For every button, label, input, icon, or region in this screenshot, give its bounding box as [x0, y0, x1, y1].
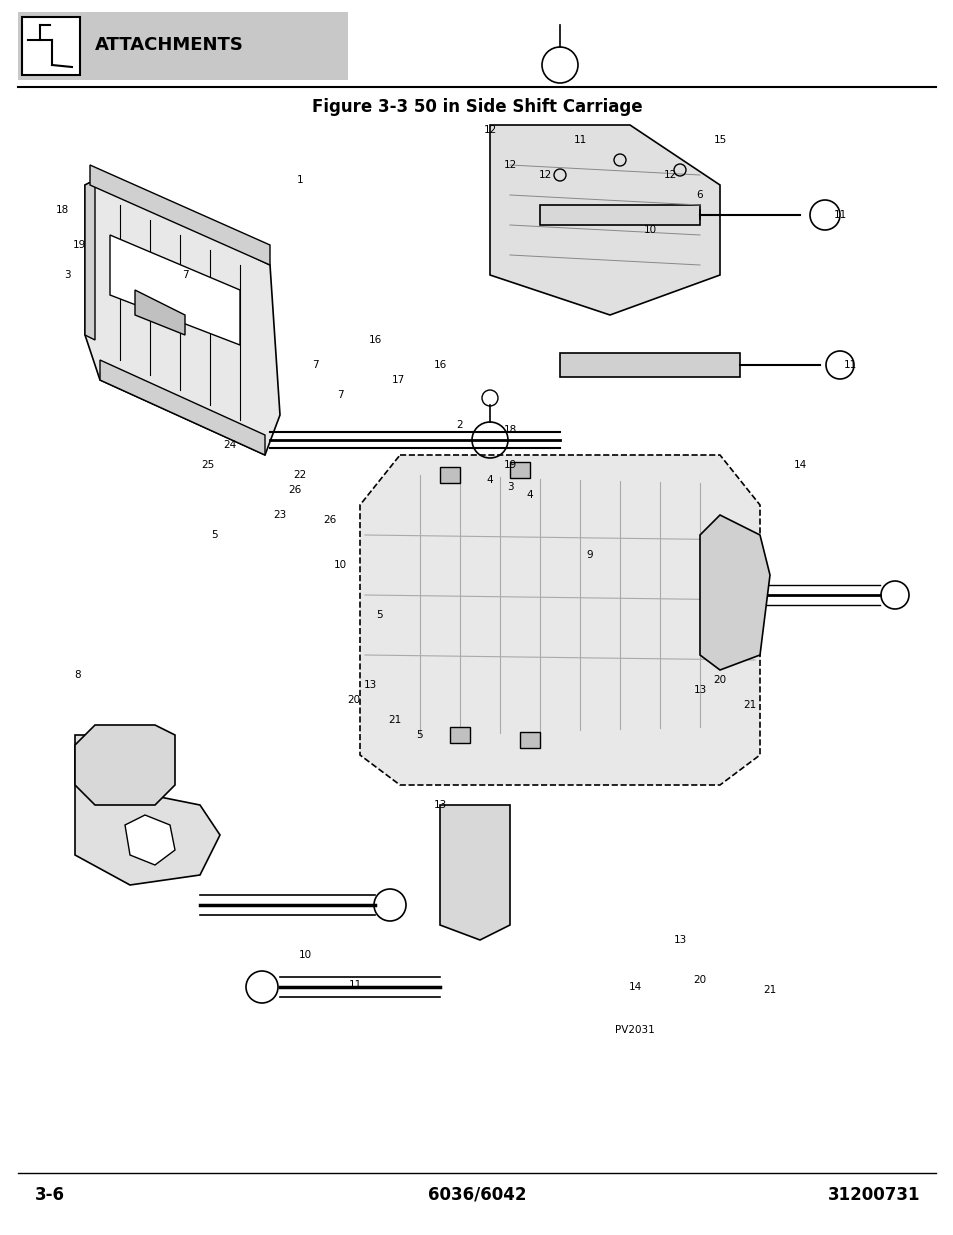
- Text: 12: 12: [503, 161, 517, 170]
- Text: 10: 10: [642, 225, 656, 235]
- Text: 13: 13: [673, 935, 686, 945]
- Polygon shape: [125, 815, 174, 864]
- Text: 5: 5: [376, 610, 383, 620]
- Text: 20: 20: [693, 974, 706, 986]
- Text: 17: 17: [391, 375, 404, 385]
- FancyBboxPatch shape: [18, 12, 348, 80]
- Polygon shape: [75, 725, 174, 805]
- Text: 8: 8: [74, 671, 81, 680]
- Text: 24: 24: [223, 440, 236, 450]
- Bar: [510, 462, 530, 478]
- Text: 2: 2: [456, 420, 463, 430]
- Text: 18: 18: [55, 205, 69, 215]
- Polygon shape: [135, 290, 185, 335]
- Bar: [439, 467, 459, 483]
- Text: 19: 19: [503, 459, 517, 471]
- Text: ATTACHMENTS: ATTACHMENTS: [95, 36, 244, 54]
- Polygon shape: [110, 235, 240, 345]
- Text: 11: 11: [842, 359, 856, 370]
- Bar: [450, 727, 470, 743]
- Text: 7: 7: [181, 270, 188, 280]
- Text: 20: 20: [347, 695, 360, 705]
- Polygon shape: [85, 180, 280, 454]
- Text: 3: 3: [64, 270, 71, 280]
- Text: 12: 12: [662, 170, 676, 180]
- Bar: [22, 17, 80, 75]
- Text: 14: 14: [793, 459, 806, 471]
- Text: 13: 13: [363, 680, 376, 690]
- Text: 7: 7: [336, 390, 343, 400]
- Text: 6: 6: [696, 190, 702, 200]
- Text: 21: 21: [742, 700, 756, 710]
- Text: 5: 5: [416, 730, 423, 740]
- Text: 19: 19: [72, 240, 86, 249]
- Text: 21: 21: [388, 715, 401, 725]
- Polygon shape: [439, 805, 510, 940]
- Text: 3-6: 3-6: [35, 1186, 65, 1204]
- Text: 10: 10: [334, 559, 346, 571]
- Text: 11: 11: [348, 981, 361, 990]
- Text: 16: 16: [433, 359, 446, 370]
- Text: PV2031: PV2031: [615, 1025, 654, 1035]
- Text: Figure 3-3 50 in Side Shift Carriage: Figure 3-3 50 in Side Shift Carriage: [312, 98, 641, 116]
- Text: 31200731: 31200731: [826, 1186, 919, 1204]
- Text: 20: 20: [713, 676, 726, 685]
- Text: 4: 4: [486, 475, 493, 485]
- Polygon shape: [100, 359, 265, 454]
- Text: 13: 13: [433, 800, 446, 810]
- Text: 25: 25: [201, 459, 214, 471]
- Text: 26: 26: [288, 485, 301, 495]
- Text: 9: 9: [586, 550, 593, 559]
- Text: 12: 12: [483, 125, 497, 135]
- Text: 3: 3: [506, 482, 513, 492]
- Text: 15: 15: [713, 135, 726, 144]
- Text: 1: 1: [296, 175, 303, 185]
- Polygon shape: [539, 205, 700, 225]
- Text: 13: 13: [693, 685, 706, 695]
- Polygon shape: [75, 735, 220, 885]
- Text: 6036/6042: 6036/6042: [427, 1186, 526, 1204]
- Text: 16: 16: [368, 335, 381, 345]
- Text: 22: 22: [294, 471, 306, 480]
- Text: 5: 5: [212, 530, 218, 540]
- Text: 26: 26: [323, 515, 336, 525]
- Text: 12: 12: [537, 170, 551, 180]
- Polygon shape: [85, 180, 95, 340]
- Text: 18: 18: [503, 425, 517, 435]
- Polygon shape: [490, 125, 720, 315]
- Polygon shape: [700, 515, 769, 671]
- Text: 14: 14: [628, 982, 641, 992]
- Text: 10: 10: [298, 950, 312, 960]
- Polygon shape: [559, 353, 740, 377]
- Text: 11: 11: [833, 210, 845, 220]
- Text: 7: 7: [312, 359, 318, 370]
- Polygon shape: [90, 165, 270, 266]
- Text: 21: 21: [762, 986, 776, 995]
- Text: 11: 11: [573, 135, 586, 144]
- Text: 4: 4: [526, 490, 533, 500]
- Polygon shape: [359, 454, 760, 785]
- Bar: [519, 732, 539, 748]
- Text: 23: 23: [274, 510, 286, 520]
